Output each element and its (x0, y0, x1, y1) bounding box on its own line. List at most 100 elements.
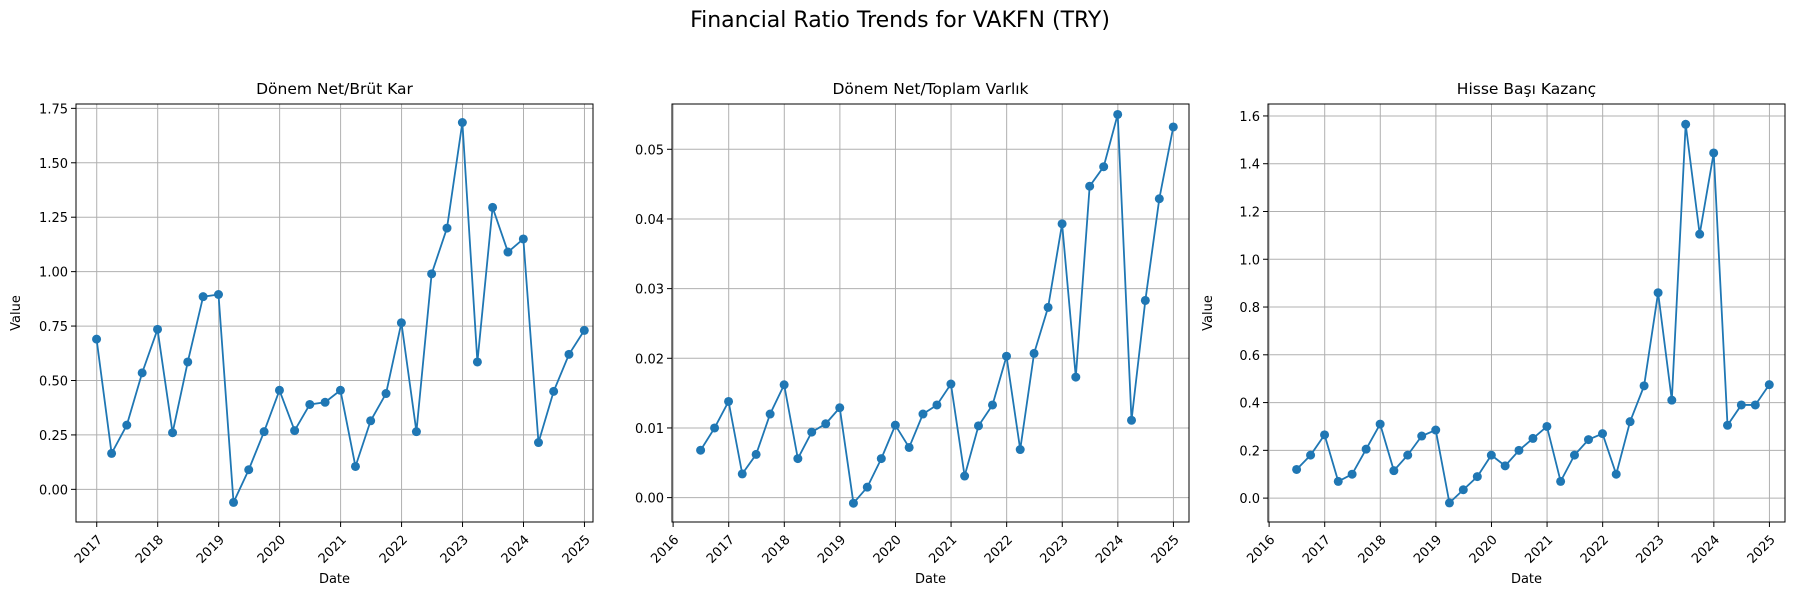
y-tick-label: 0.50 (39, 374, 68, 389)
data-point (274, 385, 284, 395)
y-tick-label: 0.00 (39, 483, 68, 498)
data-point (427, 269, 437, 279)
data-point (1140, 295, 1150, 305)
data-point (1458, 485, 1468, 495)
data-point (1611, 469, 1621, 479)
data-point (1709, 148, 1719, 158)
data-point (1361, 444, 1371, 454)
x-tick-label: 2018 (133, 533, 167, 567)
data-point (1029, 348, 1039, 358)
data-point (1667, 395, 1677, 405)
data-point (1542, 421, 1552, 431)
data-point (696, 445, 706, 455)
data-point (987, 400, 997, 410)
y-tick-label: 0.02 (635, 352, 664, 367)
x-tick-label: 2023 (438, 533, 472, 567)
data-point (1723, 420, 1733, 430)
x-tick-label: 2019 (815, 533, 849, 567)
data-point (92, 334, 102, 344)
data-point (1556, 476, 1566, 486)
data-point (411, 427, 421, 437)
data-point (366, 416, 376, 426)
y-tick-label: 0.05 (635, 143, 664, 158)
data-point (1653, 288, 1663, 298)
data-point (737, 469, 747, 479)
axes-frame (1267, 103, 1786, 523)
y-tick-label: 0.4 (1239, 397, 1260, 412)
data-point (1736, 400, 1746, 410)
data-point (137, 368, 147, 378)
x-tick-label: 2019 (1411, 533, 1445, 567)
data-point (122, 420, 132, 430)
data-point (1500, 461, 1510, 471)
data-point (1127, 415, 1137, 425)
data-point (1528, 433, 1538, 443)
data-point (1333, 476, 1343, 486)
data-point (107, 448, 117, 458)
x-tick-label: 2021 (1522, 533, 1556, 567)
y-tick-label: 0.01 (635, 422, 664, 437)
data-point (779, 380, 789, 390)
subplot-net-toplam-varlik: 0.00 0.01 0.02 0.03 0.04 0.05 2016 2017 2018 2019… (635, 80, 1190, 587)
x-tick-label: 2024 (1689, 533, 1723, 567)
axes-frame (75, 103, 594, 523)
x-axis-label: Date (1511, 572, 1542, 587)
data-point (198, 292, 208, 302)
data-point (518, 234, 528, 244)
subplot-title: Dönem Net/Toplam Varlık (832, 80, 1028, 98)
data-point (259, 427, 269, 437)
data-point (1154, 194, 1164, 204)
data-point (1306, 450, 1316, 460)
data-point (946, 379, 956, 389)
y-tick-label: 1.2 (1239, 205, 1260, 220)
y-tick-label: 0.03 (635, 283, 664, 298)
data-point (1099, 162, 1109, 172)
data-point (579, 325, 589, 335)
data-point (290, 426, 300, 436)
x-tick-label: 2018 (1356, 533, 1390, 567)
data-point (1002, 351, 1012, 361)
data-point (1583, 435, 1593, 445)
subplot-net-brut-kar: 0.00 0.25 0.50 0.75 1.00 1.25 1.50 1.75 2017 2018… (9, 80, 594, 587)
y-tick-label: 0.8 (1239, 301, 1260, 316)
data-point (1625, 417, 1635, 427)
y-tick-label: 1.25 (39, 211, 68, 226)
y-axis-label: Value (9, 295, 24, 331)
axes-frame (671, 103, 1190, 523)
x-tick-label: 2016 (648, 533, 682, 567)
data-point (1347, 469, 1357, 479)
x-tick-label: 2020 (255, 533, 289, 567)
data-point (1486, 450, 1496, 460)
x-tick-label: 2017 (704, 533, 738, 567)
y-tick-label: 0.2 (1239, 444, 1260, 459)
x-tick-label: 2018 (760, 533, 794, 567)
subplot-title: Hisse Başı Kazanç (1457, 80, 1596, 98)
data-point (848, 498, 858, 508)
y-tick-label: 0.04 (635, 213, 664, 228)
data-point (244, 465, 254, 475)
data-point (1639, 381, 1649, 391)
data-point (751, 449, 761, 459)
x-tick-label: 2025 (1149, 533, 1183, 567)
x-axis-label: Date (319, 572, 350, 587)
y-tick-label: 0.0 (1239, 492, 1260, 507)
data-point (1015, 445, 1025, 455)
y-tick-label: 1.50 (39, 157, 68, 172)
data-point (835, 403, 845, 413)
data-point (1431, 425, 1441, 435)
data-point (1695, 229, 1705, 239)
data-point (765, 409, 775, 419)
data-point (1472, 472, 1482, 482)
data-point (549, 386, 559, 396)
x-tick-label: 2020 (1467, 533, 1501, 567)
x-tick-label: 2017 (1300, 533, 1334, 567)
data-point (350, 461, 360, 471)
data-point (862, 482, 872, 492)
data-point (1057, 219, 1067, 229)
data-point (973, 421, 983, 431)
data-point (1444, 498, 1454, 508)
data-point (1750, 400, 1760, 410)
x-tick-label: 2019 (194, 533, 228, 567)
data-point (724, 396, 734, 406)
